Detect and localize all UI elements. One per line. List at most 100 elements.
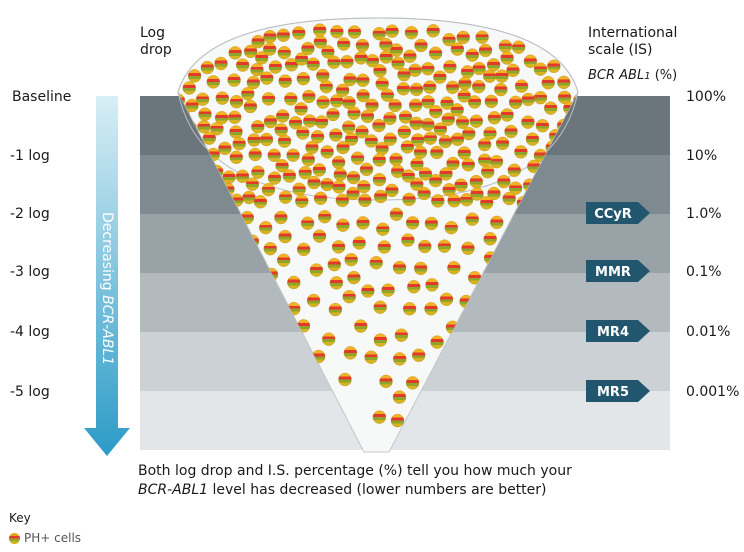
ph-cell bbox=[261, 183, 276, 197]
ph-cell bbox=[343, 346, 358, 360]
ph-cell bbox=[443, 60, 457, 74]
ph-cell bbox=[364, 134, 378, 148]
ph-cell bbox=[480, 196, 494, 210]
ph-cell bbox=[314, 115, 329, 129]
ph-cell bbox=[200, 60, 215, 75]
ph-cell bbox=[504, 124, 518, 139]
ph-cell bbox=[263, 114, 278, 129]
ph-cell bbox=[278, 229, 292, 244]
ph-cell bbox=[228, 46, 242, 60]
ph-cell bbox=[385, 24, 399, 38]
funnel-rim bbox=[177, 17, 579, 201]
ph-cell bbox=[421, 95, 435, 109]
ph-cell bbox=[372, 27, 386, 41]
ph-cell bbox=[454, 178, 468, 192]
ph-cell bbox=[462, 126, 476, 141]
ph-cell bbox=[414, 261, 428, 276]
key-item-label: PH+ cells bbox=[24, 531, 82, 545]
ph-cell bbox=[278, 190, 293, 204]
ph-cell bbox=[229, 150, 243, 164]
ph-cell bbox=[490, 215, 504, 230]
ph-cell bbox=[355, 38, 370, 53]
ph-cell bbox=[356, 216, 370, 230]
ph-cell bbox=[327, 55, 341, 69]
ph-cell bbox=[430, 335, 444, 349]
ph-cell bbox=[392, 390, 407, 404]
ph-cell bbox=[400, 140, 415, 154]
ph-cell bbox=[316, 95, 330, 109]
ph-cell bbox=[198, 107, 212, 121]
ph-cell bbox=[389, 207, 404, 221]
ph-cell bbox=[373, 64, 387, 78]
ph-cell bbox=[333, 167, 347, 182]
ph-cell bbox=[300, 216, 315, 230]
ph-cell bbox=[318, 210, 332, 224]
ph-cell bbox=[477, 137, 492, 152]
ph-cell bbox=[275, 159, 289, 173]
ph-cell bbox=[322, 332, 336, 346]
ph-cell bbox=[292, 26, 306, 40]
milestone-label: MMR bbox=[595, 265, 631, 280]
ph-cell bbox=[508, 181, 523, 195]
ph-cell bbox=[352, 236, 366, 250]
ph-cell bbox=[327, 257, 341, 272]
ph-cell bbox=[316, 68, 330, 83]
ph-cell bbox=[547, 59, 561, 73]
ph-cell bbox=[408, 98, 423, 112]
milestone-ccyr: CCyR bbox=[586, 202, 650, 224]
ph-cell bbox=[442, 183, 456, 197]
ph-cell bbox=[498, 39, 513, 53]
ph-cell bbox=[409, 82, 424, 97]
ph-cell bbox=[403, 49, 417, 63]
ph-cell bbox=[307, 175, 321, 190]
percent-label-3: 0.1% bbox=[686, 264, 722, 280]
ph-cell bbox=[243, 44, 258, 59]
ph-cell bbox=[458, 76, 472, 91]
ph-cell bbox=[397, 67, 411, 82]
ph-cell bbox=[447, 261, 461, 275]
ph-cell bbox=[377, 240, 391, 254]
key-item: PH+ cells bbox=[9, 531, 81, 545]
ph-cell bbox=[411, 133, 425, 147]
ph-cell bbox=[294, 52, 309, 66]
ph-cell bbox=[405, 216, 420, 230]
ph-cell bbox=[243, 99, 258, 114]
log-label-4: -4 log bbox=[10, 324, 50, 340]
ph-cell bbox=[456, 30, 470, 45]
ph-cell bbox=[360, 109, 375, 124]
ph-cell bbox=[227, 73, 241, 87]
ph-cell bbox=[544, 101, 558, 115]
ph-cell bbox=[397, 125, 411, 139]
percent-label-0: 100% bbox=[686, 89, 726, 105]
ph-cell bbox=[282, 169, 297, 183]
percent-label-4: 0.01% bbox=[686, 324, 730, 340]
ph-cell bbox=[372, 118, 386, 133]
ph-cell bbox=[409, 116, 423, 131]
ph-cell bbox=[253, 195, 268, 209]
ph-cell bbox=[478, 43, 493, 58]
ph-cell bbox=[335, 83, 350, 98]
ph-cell bbox=[475, 30, 489, 44]
ph-cell bbox=[455, 115, 470, 129]
ph-cell bbox=[229, 125, 243, 139]
ph-cell bbox=[312, 163, 326, 177]
ph-cell bbox=[241, 87, 255, 101]
ph-cell bbox=[440, 96, 454, 110]
ph-cell bbox=[286, 148, 300, 162]
ph-cell bbox=[514, 79, 529, 93]
log-label-2: -2 log bbox=[10, 206, 50, 222]
ph-cell bbox=[330, 25, 344, 39]
ph-cell bbox=[197, 120, 211, 134]
ph-cell bbox=[511, 40, 526, 54]
ph-cell bbox=[350, 151, 365, 165]
ph-cell bbox=[277, 134, 292, 148]
ph-cell bbox=[346, 186, 360, 201]
ph-cell bbox=[500, 51, 514, 65]
ph-cell bbox=[356, 88, 370, 103]
ph-cell bbox=[426, 24, 440, 38]
ph-cell bbox=[274, 210, 288, 225]
ph-cell bbox=[472, 79, 486, 94]
ph-cell bbox=[483, 232, 497, 246]
ph-cell bbox=[347, 270, 361, 285]
ph-cell bbox=[404, 26, 419, 40]
